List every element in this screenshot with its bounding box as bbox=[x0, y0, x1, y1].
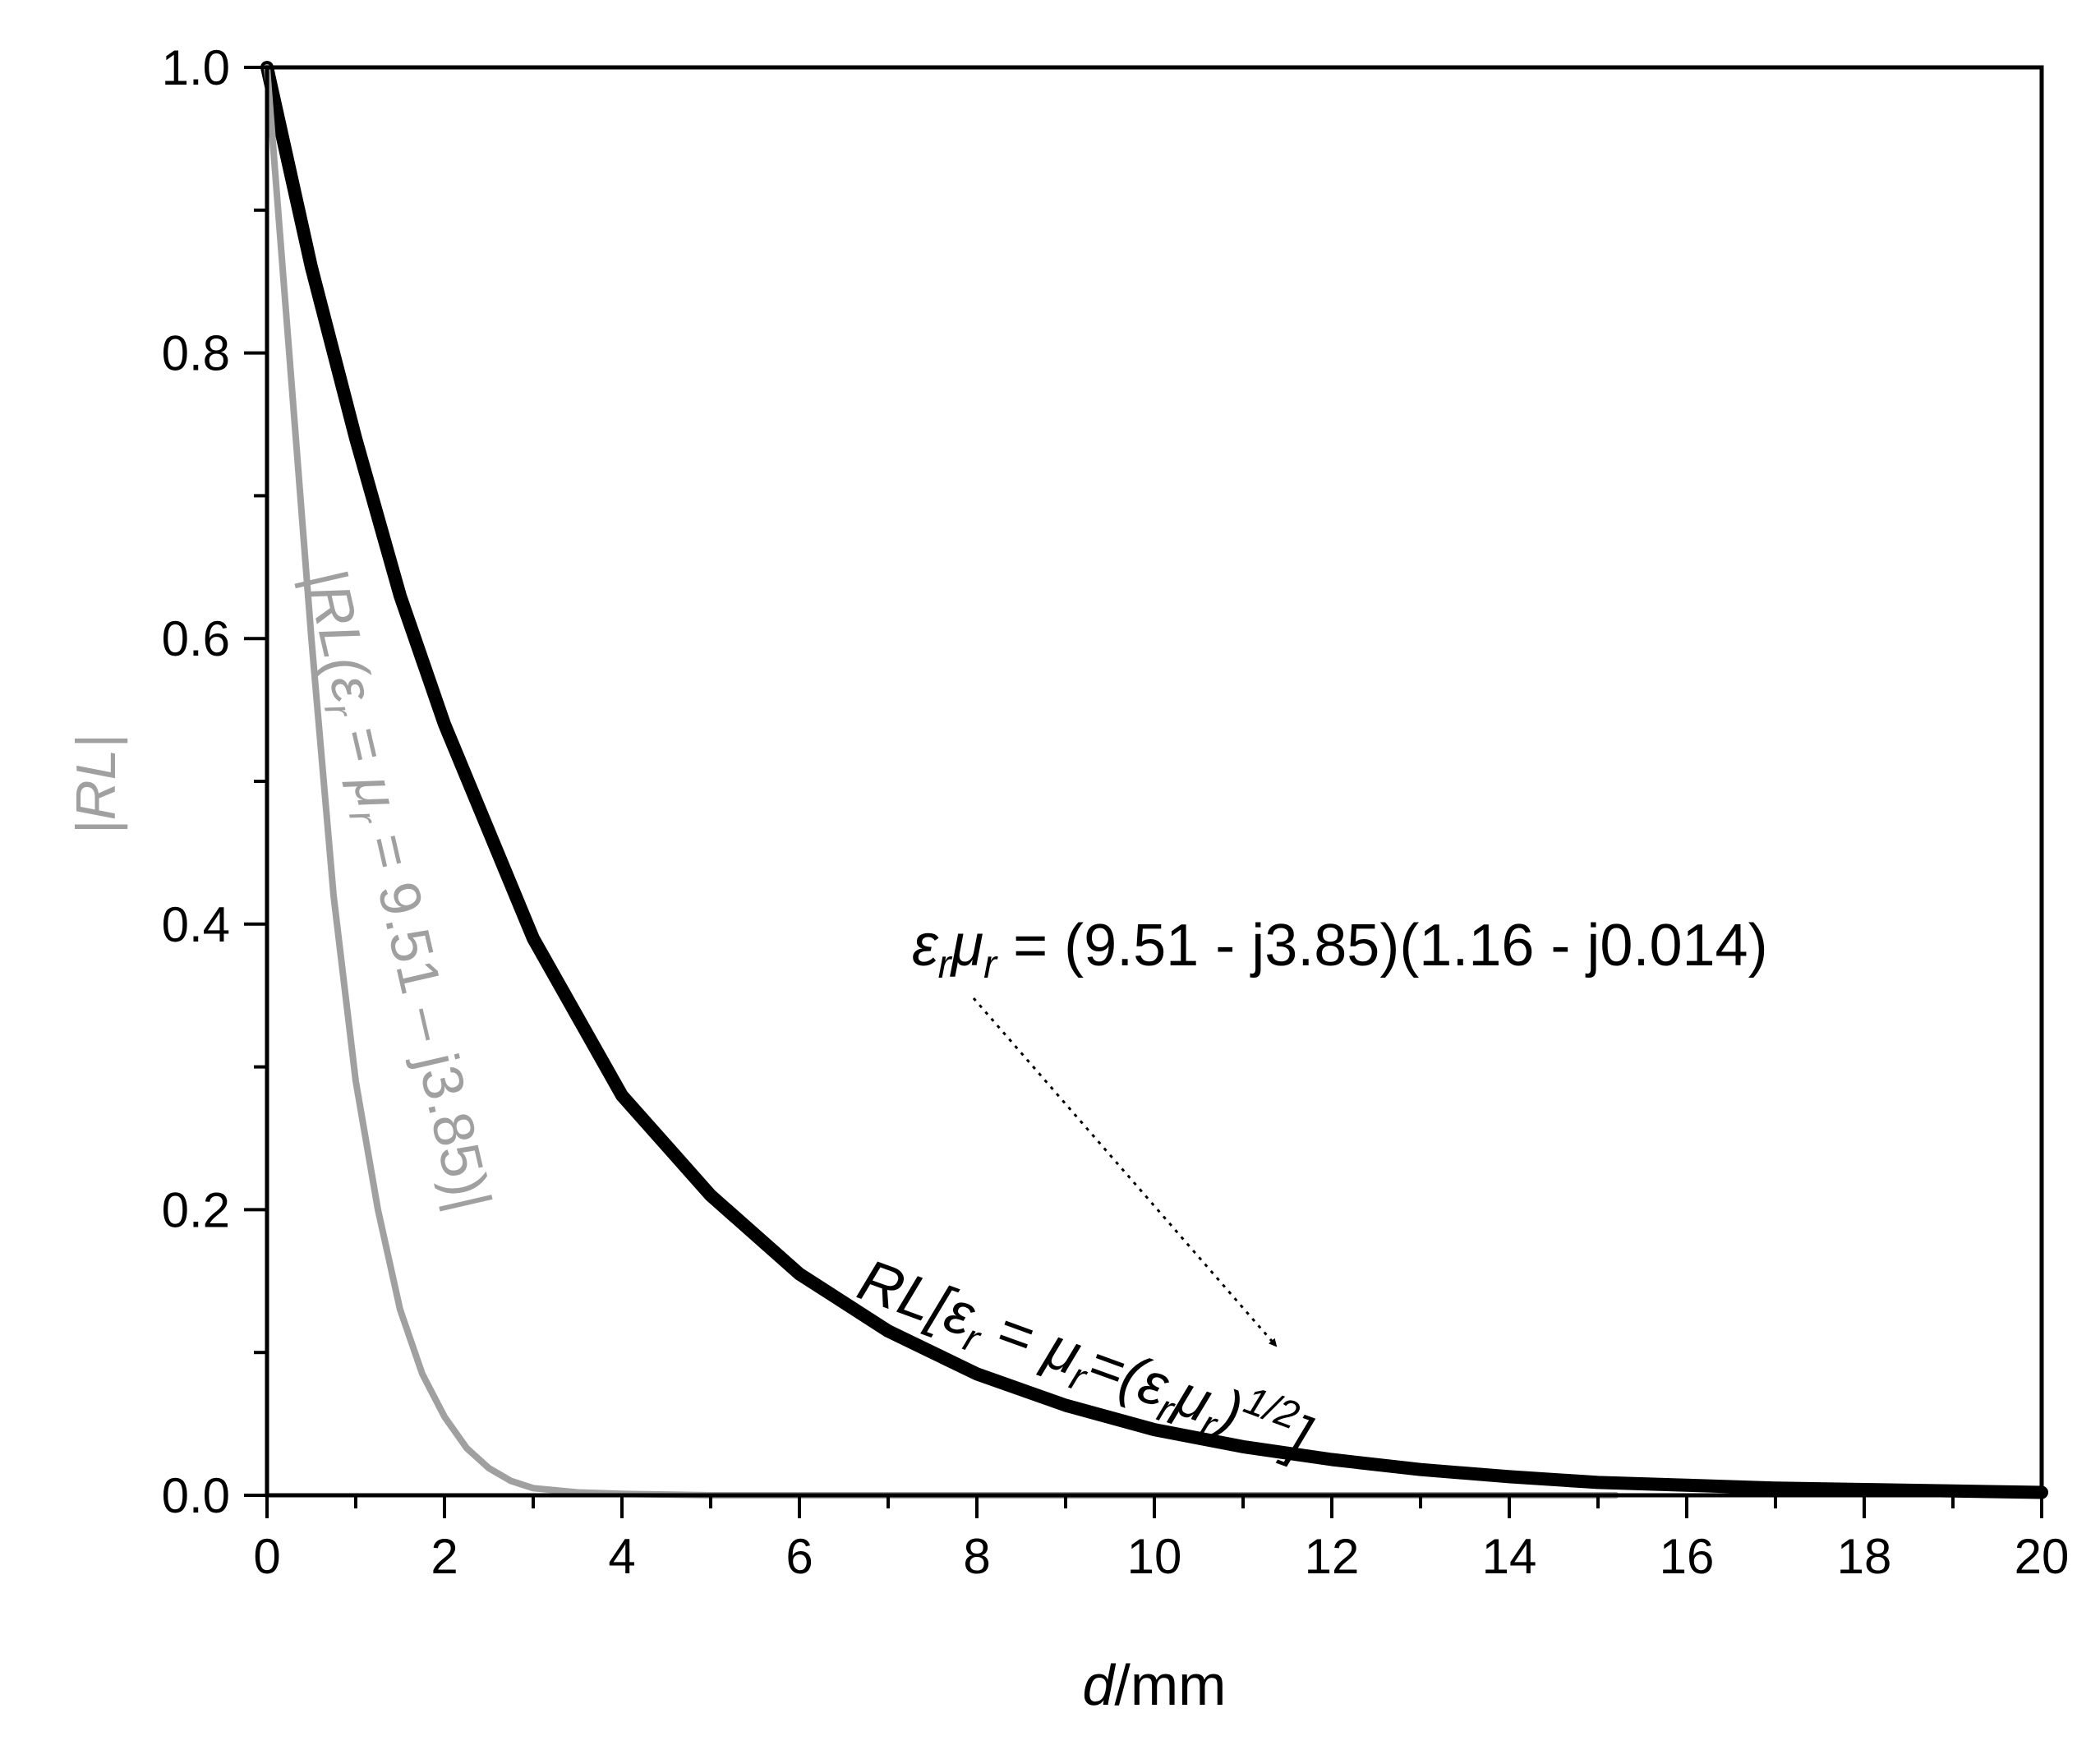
annotation-product: εrμr = (9.51 - j3.85)(1.16 - j0.014) bbox=[912, 913, 1768, 987]
x-tick-label: 16 bbox=[1660, 1529, 1715, 1584]
x-tick-label: 2 bbox=[431, 1529, 458, 1584]
x-tick-label: 20 bbox=[2015, 1529, 2070, 1584]
series-layer bbox=[260, 61, 2048, 1499]
x-tick-label: 0 bbox=[253, 1529, 280, 1584]
y-tick-label: 0.2 bbox=[162, 1182, 230, 1237]
ticks-layer: 0 2 4 6 8 10 12 14 16 18 20 0.0 0.2 0.4 0.6 0.8 1.0 bbox=[162, 40, 2070, 1584]
x-tick-label: 6 bbox=[785, 1529, 813, 1584]
y-tick-label: 0.6 bbox=[162, 611, 230, 666]
y-tick-label: 0.4 bbox=[162, 897, 230, 952]
y-tick-label: 1.0 bbox=[162, 40, 230, 95]
annotation-arrow bbox=[972, 997, 1278, 1347]
x-tick-label: 12 bbox=[1305, 1529, 1360, 1584]
x-tick-label: 4 bbox=[608, 1529, 635, 1584]
x-tick-label: 14 bbox=[1482, 1529, 1537, 1584]
annotation-grey-curve: |RL(εr = μr = 9.51 – j3.85)| bbox=[287, 564, 504, 1218]
plot-frame bbox=[265, 65, 2044, 1498]
y-tick-label: 0.8 bbox=[162, 326, 230, 381]
x-tick-label: 10 bbox=[1127, 1529, 1182, 1584]
y-axis-label: |RL| bbox=[65, 734, 127, 835]
x-axis-label: d/mm bbox=[1082, 1653, 1226, 1717]
x-tick-label: 8 bbox=[963, 1529, 990, 1584]
x-tick-label: 18 bbox=[1837, 1529, 1892, 1584]
y-tick-label: 0.0 bbox=[162, 1468, 230, 1523]
series-line-1 bbox=[260, 61, 2048, 1499]
